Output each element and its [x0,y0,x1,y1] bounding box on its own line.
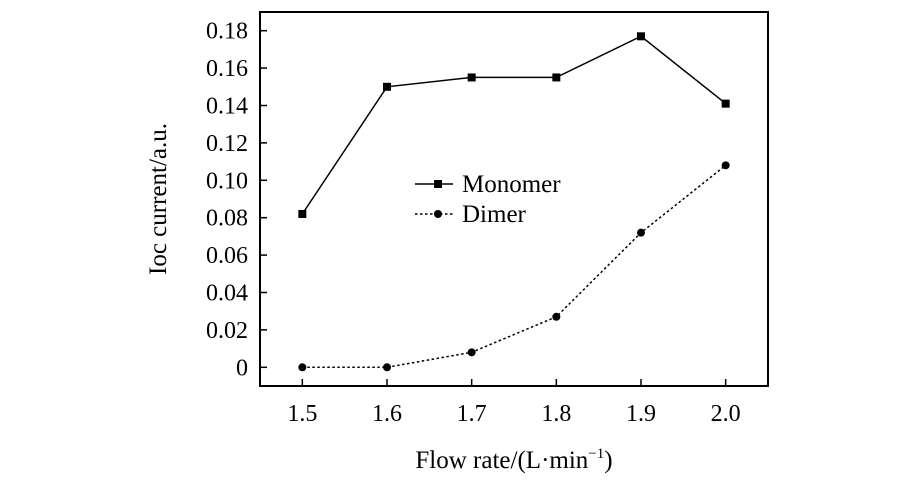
legend-marker-monomer [434,180,442,188]
y-tick-label: 0.02 [206,318,248,344]
legend-entry-dimer: Dimer [415,201,527,228]
y-tick-label: 0.14 [206,94,248,120]
x-tick-label: 1.8 [541,401,571,427]
series-line-dimer [302,164,727,369]
y-tick-label: 0.16 [206,56,248,82]
y-tick-label: 0.08 [206,206,248,232]
x-tick-label: 1.7 [457,401,487,427]
data-point-monomer [467,73,476,82]
series-monomer [298,32,730,218]
x-axis: 1.5 1.6 1.7 1.8 1.9 2.0 [287,379,741,427]
data-point-dimer [383,363,391,372]
x-tick-label: 1.5 [287,401,317,427]
data-point-dimer [467,348,476,357]
y-tick-label: 0.06 [206,243,248,269]
data-point-monomer [383,82,391,91]
series-layer [298,32,730,372]
y-axis-title: Ioc current/a.u. [145,123,172,275]
x-tick-label: 1.6 [372,401,402,427]
data-point-dimer [721,161,730,170]
data-point-dimer [298,363,307,372]
x-axis-title-main: Flow rate/(L·min [415,447,588,474]
series-line-monomer [301,35,727,215]
y-tick-label: 0.10 [206,168,248,194]
y-axis: 0 0.02 0.04 0.06 0.08 0.10 0.12 0.14 0.16 0.18 [206,19,267,381]
x-tick-label: 1.9 [626,401,656,427]
y-tick-label: 0.18 [206,19,248,45]
y-tick-label: 0 [236,355,248,381]
legend: Monomer Dimer [415,171,561,228]
plot-frame [259,11,769,387]
legend-marker-dimer [434,210,442,218]
x-axis-title-superscript: −1 [588,446,604,462]
y-tick-label: 0.04 [206,281,248,307]
legend-label-dimer: Dimer [462,201,527,228]
legend-entry-monomer: Monomer [415,171,561,198]
data-point-monomer [298,209,307,218]
data-point-dimer [637,228,645,237]
data-point-monomer [721,99,730,108]
y-tick-label: 0.12 [206,131,248,157]
x-tick-label: 2.0 [711,401,741,427]
data-point-monomer [552,73,561,82]
legend-label-monomer: Monomer [462,171,561,198]
series-dimer [298,161,730,372]
x-axis-title: Flow rate/(L·min−1) [415,446,612,474]
data-point-monomer [637,32,645,41]
x-axis-title-suffix: ) [604,447,612,474]
data-point-dimer [552,312,561,321]
